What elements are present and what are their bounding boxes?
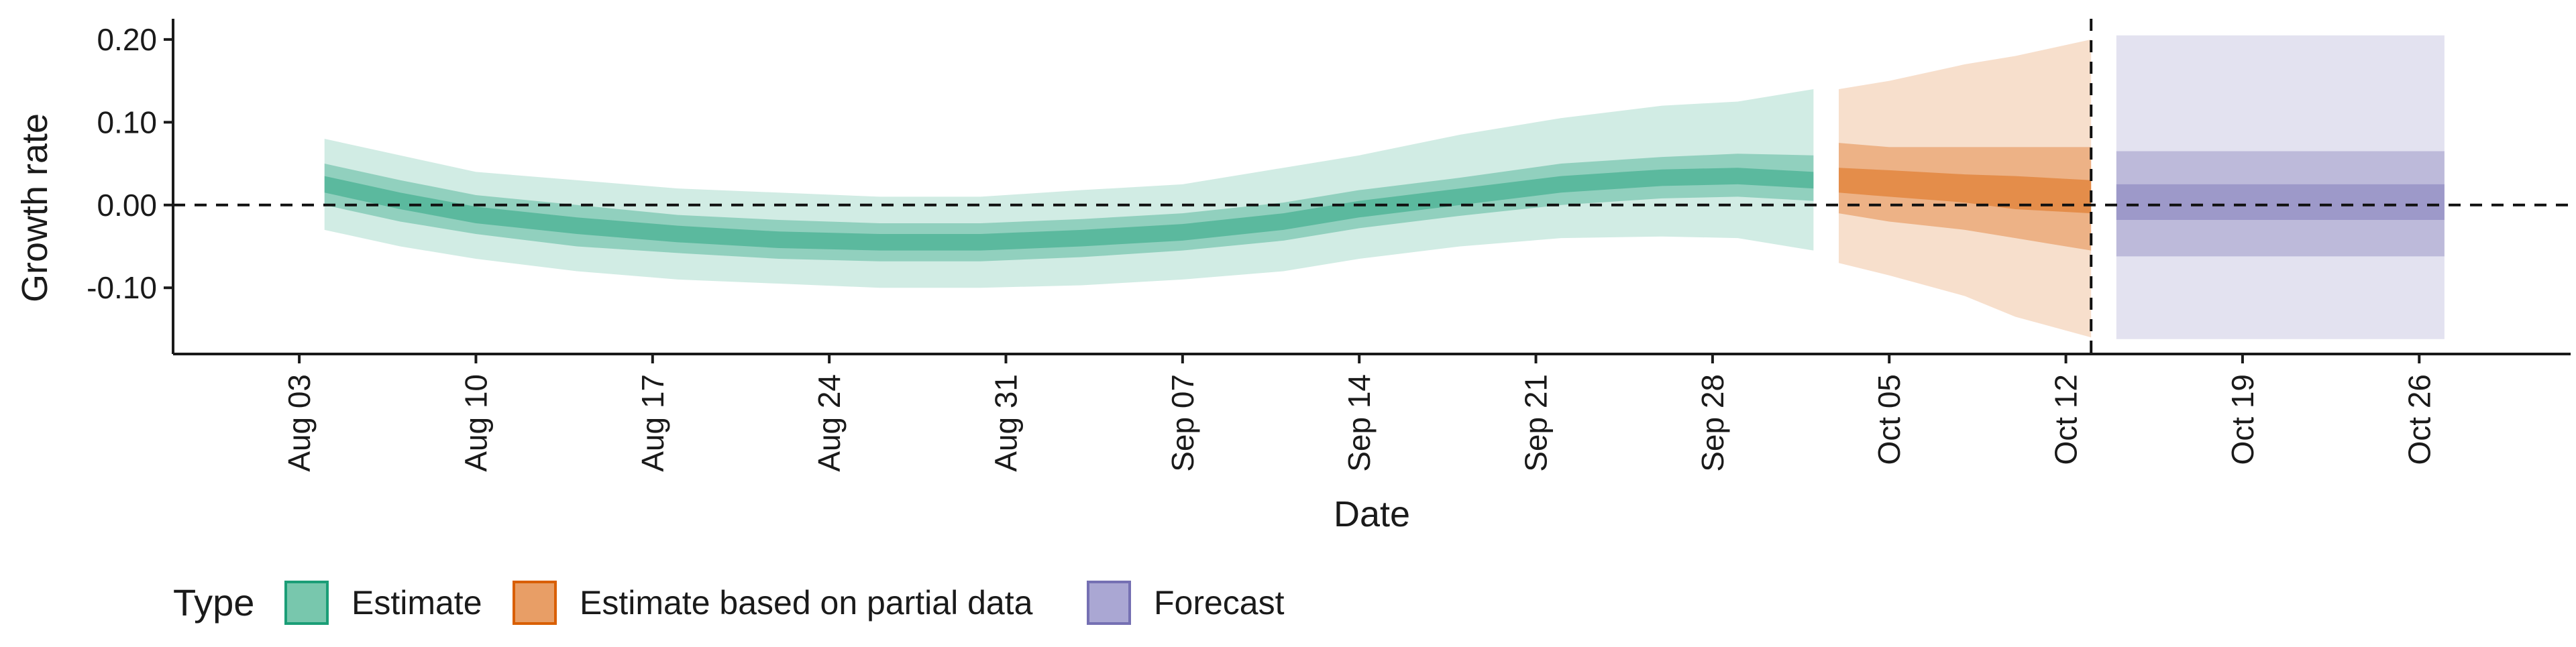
x-tick-label: Aug 10 [458, 374, 493, 472]
band-90-estimate-based-on-partial-data [1838, 39, 2092, 338]
series-forecast [2116, 35, 2445, 339]
legend-swatch-forecast [1087, 581, 1131, 625]
y-tick-label: 0.20 [97, 22, 157, 57]
y-axis-title: Growth rate [15, 113, 55, 302]
series-estimate [324, 89, 1814, 288]
x-tick-label: Oct 12 [2049, 374, 2084, 465]
legend-item-forecast: Forecast [1087, 581, 1285, 625]
band-20-estimate [324, 168, 1814, 251]
band-90-estimate [324, 89, 1814, 288]
bands-layer [324, 35, 2445, 339]
legend-title: Type [173, 581, 254, 624]
x-tick-label: Oct 19 [2225, 374, 2260, 465]
legend: Type Estimate Estimate based on partial … [173, 581, 1285, 625]
x-tick-label: Oct 26 [2402, 374, 2436, 465]
legend-item-estimate: Estimate [284, 581, 482, 625]
legend-swatch-estimate [284, 581, 329, 625]
band-20-estimate-based-on-partial-data [1838, 168, 2092, 214]
x-tick-label: Aug 31 [988, 374, 1023, 472]
x-tick-label: Sep 28 [1695, 374, 1730, 472]
y-ticks: -0.10 0.00 0.10 0.20 [87, 22, 173, 305]
x-ticks: Aug 03 Aug 10 Aug 17 Aug 24 Aug 31 Sep 07 Sep … [282, 354, 2436, 472]
y-tick-label: -0.10 [87, 270, 157, 305]
x-tick-label: Sep 14 [1342, 374, 1377, 472]
x-tick-label: Oct 05 [1872, 374, 1907, 465]
axes-layer: -0.100.000.100.20 Aug 03 Aug 10 Aug 17 Aug … [15, 19, 2571, 534]
x-tick-label: Aug 17 [635, 374, 670, 472]
x-tick-label: Sep 07 [1165, 374, 1200, 472]
band-90-forecast [2116, 35, 2445, 339]
series-estimate-based-on-partial-data [1838, 39, 2092, 338]
y-tick-label: 0.10 [97, 105, 157, 139]
band-50-estimate [324, 154, 1814, 261]
x-tick-label: Aug 03 [282, 374, 317, 472]
band-20-forecast [2116, 184, 2445, 220]
x-tick-label: Sep 21 [1519, 374, 1554, 472]
reference-lines-layer [173, 19, 2571, 354]
legend-swatch-partial [513, 581, 557, 625]
legend-label-partial: Estimate based on partial data [580, 584, 1033, 622]
legend-label-forecast: Forecast [1154, 584, 1285, 622]
x-axis-title: Date [1334, 494, 1410, 534]
legend-label-estimate: Estimate [352, 584, 482, 622]
legend-item-partial: Estimate based on partial data [513, 581, 1033, 625]
band-50-estimate-based-on-partial-data [1838, 143, 2092, 251]
x-tick-label: Aug 24 [812, 374, 847, 472]
y-tick-label: 0.00 [97, 188, 157, 223]
